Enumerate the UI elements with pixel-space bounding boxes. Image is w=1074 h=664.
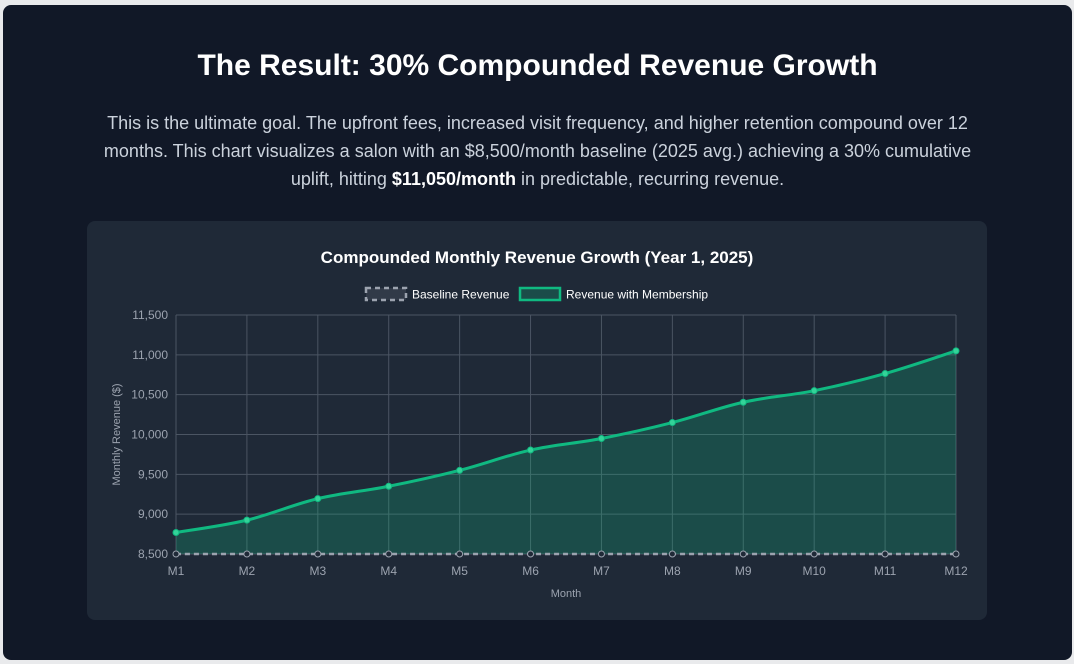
y-tick-label: 10,000 (131, 428, 168, 442)
intro-text-2: in predictable, recurring revenue. (515, 169, 785, 189)
x-tick-label: M12 (944, 564, 968, 578)
legend-label-baseline: Baseline Revenue (412, 288, 510, 302)
membership-line (175, 349, 957, 534)
baseline-point (243, 550, 251, 558)
intro-text-1: This is the ultimate goal. The upfront f… (103, 113, 972, 189)
baseline-point (952, 550, 960, 558)
membership-point (881, 370, 889, 378)
y-tick-label: 8,500 (138, 547, 168, 561)
y-tick-label: 9,500 (138, 467, 168, 481)
legend-label-membership: Revenue with Membership (566, 288, 708, 302)
baseline-point (881, 550, 889, 558)
chart-panel: Compounded Monthly Revenue Growth (Year … (87, 221, 987, 620)
membership-point (243, 516, 251, 524)
membership-point (314, 495, 322, 503)
x-tick-label: M6 (522, 564, 539, 578)
y-tick-label: 10,500 (131, 388, 168, 402)
section-title: The Result: 30% Compounded Revenue Growt… (197, 49, 878, 82)
y-tick-label: 11,500 (132, 308, 168, 322)
membership-point (456, 466, 464, 474)
baseline-point (668, 550, 676, 558)
x-tick-label: M11 (874, 564, 897, 578)
baseline-point (385, 550, 393, 558)
x-tick-label: M4 (380, 564, 397, 578)
membership-point (952, 347, 960, 355)
membership-area (176, 350, 956, 554)
x-tick-label: M3 (309, 564, 326, 578)
membership-point (810, 387, 818, 395)
membership-point (172, 528, 180, 536)
y-axis-title: Monthly Revenue ($) (111, 383, 123, 485)
membership-point (668, 419, 676, 427)
x-tick-label: M9 (735, 564, 752, 578)
x-tick-label: M1 (168, 564, 185, 578)
x-tick-label: M2 (239, 564, 256, 578)
x-tick-label: M10 (803, 564, 827, 578)
baseline-point (739, 550, 747, 558)
y-tick-label: 11,000 (132, 348, 168, 362)
section-intro: This is the ultimate goal. The upfront f… (103, 109, 972, 193)
legend-swatch-membership (518, 286, 562, 302)
baseline-point (456, 550, 464, 558)
membership-point (597, 434, 605, 442)
baseline-point (527, 550, 535, 558)
y-tick-label: 9,000 (138, 507, 168, 521)
baseline-point (810, 550, 818, 558)
x-axis-title: Month (551, 588, 582, 600)
x-tick-label: M5 (451, 564, 468, 578)
membership-point (527, 446, 535, 454)
revenue-line-chart: Compounded Monthly Revenue Growth (Year … (111, 248, 968, 600)
intro-highlight: $11,050/month (391, 169, 516, 189)
membership-point (739, 398, 747, 406)
result-section: The Result: 30% Compounded Revenue Growt… (3, 5, 1072, 660)
baseline-point (172, 550, 180, 558)
baseline-point (314, 550, 322, 558)
membership-point (385, 482, 393, 490)
baseline-point (597, 550, 605, 558)
x-tick-label: M7 (593, 564, 610, 578)
legend-swatch-baseline (364, 286, 408, 302)
chart-title: Compounded Monthly Revenue Growth (Year … (321, 248, 754, 267)
x-tick-label: M8 (664, 564, 681, 578)
